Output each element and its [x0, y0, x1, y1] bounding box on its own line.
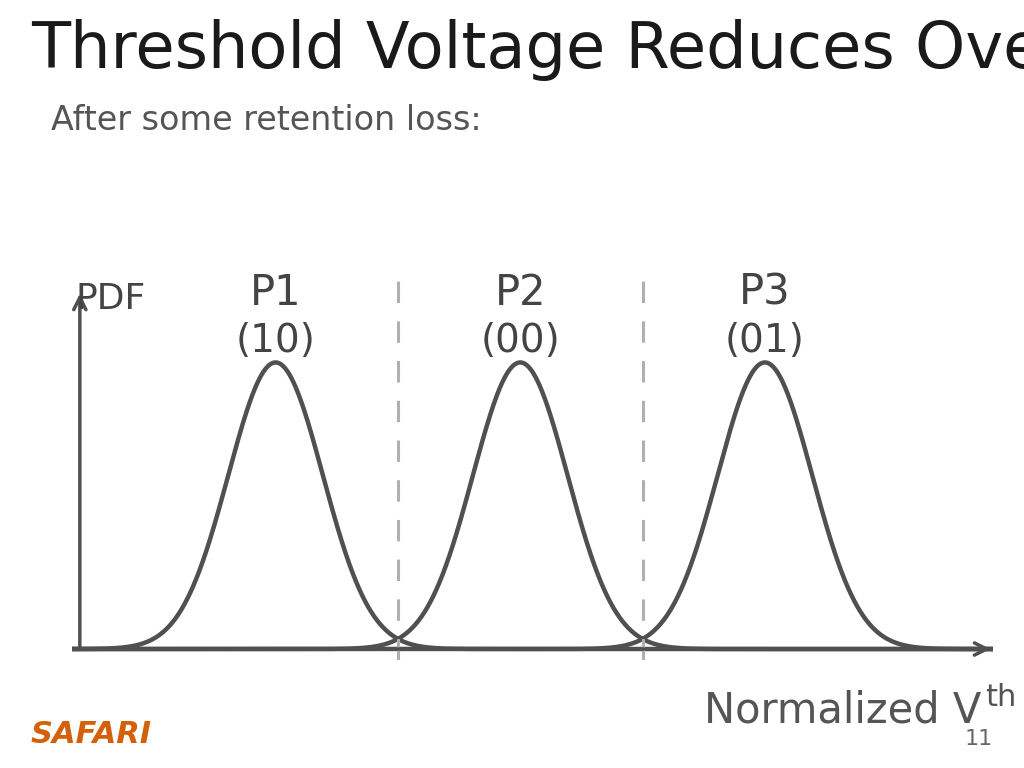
Text: th: th: [985, 684, 1017, 713]
Text: P2: P2: [495, 272, 546, 314]
Text: SAFARI: SAFARI: [31, 720, 152, 749]
Text: (00): (00): [480, 322, 560, 359]
Text: PDF: PDF: [76, 282, 146, 316]
Text: (01): (01): [725, 322, 805, 359]
Text: P1: P1: [250, 272, 301, 314]
Text: After some retention loss:: After some retention loss:: [51, 104, 482, 137]
Text: (10): (10): [236, 322, 315, 359]
Text: P3: P3: [739, 272, 791, 314]
Text: Threshold Voltage Reduces Over Time: Threshold Voltage Reduces Over Time: [31, 19, 1024, 81]
Text: 11: 11: [965, 729, 993, 749]
Text: Normalized V: Normalized V: [703, 689, 981, 731]
